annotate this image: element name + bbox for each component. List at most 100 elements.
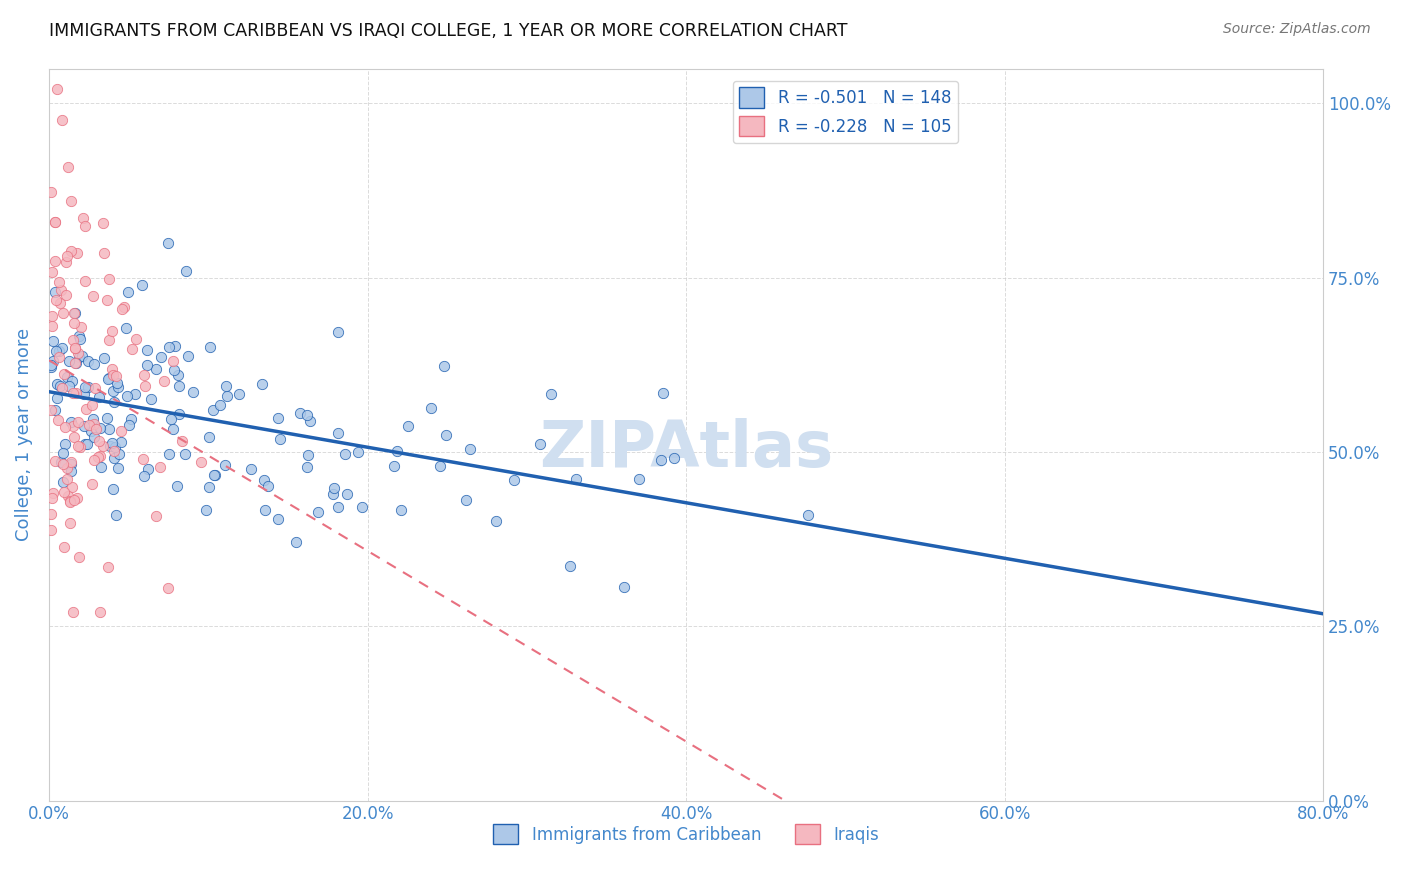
Point	[45, 82, 67, 96]
Point	[56, 369, 79, 384]
Point	[267, 512, 290, 526]
Point	[82, 412, 104, 426]
Point	[46, 376, 69, 391]
Point	[76, 437, 98, 451]
Point	[134, 368, 156, 382]
Point	[69, 440, 91, 454]
Point	[93, 351, 115, 365]
Point	[41, 265, 63, 279]
Point	[198, 480, 221, 494]
Point	[48, 350, 70, 364]
Point	[650, 452, 672, 467]
Point	[98, 333, 121, 347]
Point	[98, 371, 121, 385]
Point	[288, 406, 311, 420]
Point	[60, 480, 83, 494]
Point	[67, 415, 90, 429]
Point	[60, 374, 83, 388]
Point	[124, 387, 146, 401]
Point	[101, 368, 124, 382]
Point	[101, 361, 124, 376]
Point	[120, 411, 142, 425]
Point	[72, 211, 94, 225]
Point	[59, 457, 82, 471]
Point	[67, 550, 90, 565]
Point	[51, 112, 73, 127]
Text: ZIPAtlas: ZIPAtlas	[538, 418, 834, 480]
Point	[69, 332, 91, 346]
Point	[208, 398, 231, 412]
Point	[80, 477, 103, 491]
Point	[323, 481, 346, 495]
Point	[91, 439, 114, 453]
Point	[73, 419, 96, 434]
Point	[456, 493, 478, 508]
Point	[173, 447, 195, 461]
Point	[297, 460, 319, 475]
Point	[297, 448, 319, 462]
Point	[62, 306, 84, 320]
Point	[145, 361, 167, 376]
Point	[42, 334, 65, 348]
Point	[62, 419, 84, 434]
Point	[60, 464, 83, 478]
Point	[139, 392, 162, 407]
Point	[163, 362, 186, 376]
Point	[83, 452, 105, 467]
Point	[59, 244, 82, 258]
Point	[132, 451, 155, 466]
Point	[145, 509, 167, 524]
Point	[100, 435, 122, 450]
Point	[98, 440, 121, 454]
Point	[382, 458, 405, 473]
Point	[87, 450, 110, 465]
Point	[166, 368, 188, 382]
Point	[91, 216, 114, 230]
Point	[48, 275, 70, 289]
Point	[66, 245, 89, 260]
Point	[529, 436, 551, 450]
Point	[83, 417, 105, 432]
Point	[51, 283, 73, 297]
Point	[41, 354, 63, 368]
Point	[58, 353, 80, 368]
Point	[53, 540, 76, 554]
Point	[198, 341, 221, 355]
Point	[48, 344, 70, 359]
Point	[96, 410, 118, 425]
Point	[62, 333, 84, 347]
Point	[101, 482, 124, 496]
Point	[62, 316, 84, 330]
Point	[105, 376, 128, 391]
Point	[201, 403, 224, 417]
Point	[45, 293, 67, 308]
Point	[503, 473, 526, 487]
Point	[51, 381, 73, 395]
Point	[53, 436, 76, 450]
Point	[86, 422, 108, 436]
Point	[63, 341, 86, 355]
Point	[172, 434, 194, 448]
Point	[135, 358, 157, 372]
Point	[97, 272, 120, 286]
Y-axis label: College, 1 year or more: College, 1 year or more	[15, 328, 32, 541]
Point	[228, 386, 250, 401]
Point	[389, 503, 412, 517]
Point	[53, 419, 76, 434]
Point	[93, 245, 115, 260]
Point	[63, 492, 86, 507]
Point	[613, 580, 636, 594]
Point	[108, 447, 131, 461]
Point	[105, 508, 128, 523]
Point	[52, 368, 75, 382]
Point	[295, 408, 318, 422]
Point	[80, 398, 103, 412]
Point	[350, 500, 373, 515]
Point	[204, 467, 226, 482]
Point	[103, 450, 125, 465]
Point	[136, 462, 159, 476]
Point	[55, 255, 77, 269]
Point	[52, 457, 75, 471]
Point	[65, 491, 87, 506]
Point	[56, 489, 79, 503]
